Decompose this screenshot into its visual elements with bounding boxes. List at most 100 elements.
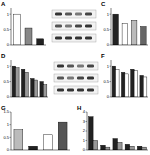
blot-band xyxy=(77,65,84,68)
blot-band xyxy=(65,37,72,40)
y-axis xyxy=(111,8,112,45)
x-axis xyxy=(111,97,148,98)
blot-band xyxy=(87,77,94,80)
bar xyxy=(113,139,118,150)
blot-band xyxy=(65,25,72,28)
bar xyxy=(37,39,44,45)
bar xyxy=(101,145,106,150)
x-axis xyxy=(11,150,70,151)
y-axis xyxy=(11,60,12,97)
bar xyxy=(40,82,43,97)
blot-band xyxy=(77,89,84,92)
y-tick-label: 0 xyxy=(7,94,10,99)
bar xyxy=(130,146,135,150)
bar xyxy=(140,75,143,97)
blot-panel xyxy=(52,10,96,42)
y-tick-label: 1 xyxy=(107,64,110,69)
bar xyxy=(142,147,147,150)
bar xyxy=(112,66,115,97)
blot-band xyxy=(67,65,74,68)
panel-label: F xyxy=(101,53,105,59)
bar xyxy=(93,141,98,151)
figure: A00.51C00.51D00.51F00.51G00.511.5H01234 xyxy=(0,0,150,155)
y-tick-label: 2 xyxy=(83,128,86,133)
chart-panel: F 0 0.5 1 xyxy=(101,53,148,99)
bar xyxy=(29,146,38,150)
blot-band xyxy=(57,65,64,68)
blot-band xyxy=(65,13,72,16)
blot-band xyxy=(67,77,74,80)
y-axis xyxy=(111,60,112,97)
blot-band xyxy=(67,89,74,92)
chart-panel: G00.511.5 xyxy=(1,105,70,152)
bar xyxy=(121,72,124,97)
blot-band xyxy=(87,65,94,68)
plot-area xyxy=(13,14,43,45)
y-tick-label: 0.5 xyxy=(3,79,9,84)
bar xyxy=(34,80,37,97)
blot-strip xyxy=(52,22,96,30)
blot-band xyxy=(55,25,62,28)
blot-strip xyxy=(52,34,96,42)
y-axis xyxy=(11,112,12,150)
bar xyxy=(105,147,110,150)
y-axis xyxy=(11,8,12,45)
x-axis xyxy=(111,45,148,46)
plot-area xyxy=(113,14,146,45)
blot-band xyxy=(85,13,92,16)
y-tick-label: 0 xyxy=(107,42,110,47)
blot-band xyxy=(57,89,64,92)
bar xyxy=(89,117,94,150)
chart-panel: A 0 0.5 1 xyxy=(1,1,46,47)
bar xyxy=(25,72,28,97)
bar xyxy=(12,66,15,97)
blot-band xyxy=(85,25,92,28)
y-tick-label: 0 xyxy=(107,94,110,99)
y-tick-label: 0.5 xyxy=(3,27,9,32)
y-tick-label: 0 xyxy=(7,42,10,47)
blot-band xyxy=(77,77,84,80)
panel-label: H xyxy=(77,105,81,111)
bar xyxy=(143,77,146,97)
plot-area xyxy=(14,122,67,150)
blot-band xyxy=(87,89,94,92)
plot-area xyxy=(89,117,147,150)
panel-label: A xyxy=(1,1,6,7)
bar xyxy=(137,146,142,150)
y-tick-label: 4 xyxy=(83,109,86,114)
x-axis xyxy=(87,150,148,151)
y-tick-label: 1 xyxy=(83,138,86,143)
bar xyxy=(113,14,119,45)
bar xyxy=(122,23,128,45)
bar xyxy=(43,85,46,97)
bar xyxy=(131,69,134,97)
blot-band xyxy=(57,77,64,80)
plot-area xyxy=(12,66,47,97)
y-tick-label: 1 xyxy=(7,12,10,17)
plot-area xyxy=(112,66,147,97)
panel-label: D xyxy=(1,53,6,59)
chart-panel: C00.51 xyxy=(101,1,148,47)
y-tick-label: 0 xyxy=(83,147,86,152)
bar xyxy=(125,144,130,150)
bar xyxy=(31,79,34,98)
y-tick-label: 0 xyxy=(7,147,10,152)
bar xyxy=(21,69,24,97)
bar xyxy=(134,71,137,97)
bar xyxy=(116,69,119,97)
blot-band xyxy=(75,13,82,16)
x-axis xyxy=(11,45,46,46)
chart-panel: H 0 1 2 3 4 xyxy=(77,105,148,152)
blot-band xyxy=(85,37,92,40)
bar xyxy=(13,14,20,45)
chart-panel: D 0 0.5 1 xyxy=(1,53,48,99)
y-tick-label: 3 xyxy=(83,119,86,124)
blot-strip xyxy=(54,74,98,82)
blot-band xyxy=(75,25,82,28)
blot-band xyxy=(55,37,62,40)
bar xyxy=(125,74,128,97)
blot-panel xyxy=(54,62,98,94)
y-tick-label: 1 xyxy=(107,12,110,17)
y-tick-label: 0.5 xyxy=(103,79,109,84)
y-tick-label: 1 xyxy=(7,64,10,69)
